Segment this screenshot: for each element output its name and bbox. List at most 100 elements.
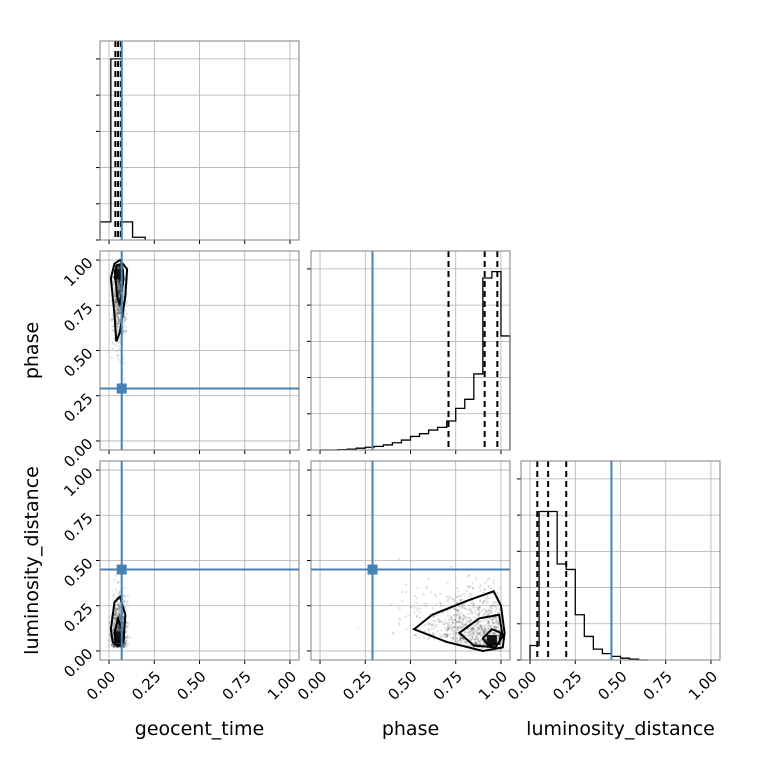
sample-point (448, 633, 452, 636)
sample-point (123, 377, 126, 380)
sample-point (485, 596, 488, 599)
sample-point (117, 624, 120, 627)
sample-point (117, 290, 120, 293)
sample-point (116, 311, 119, 314)
sample-point (498, 649, 501, 652)
sample-point (476, 632, 479, 635)
sample-point (496, 603, 499, 606)
sample-point (118, 265, 121, 268)
sample-point (476, 642, 479, 645)
sample-point (481, 634, 484, 638)
sample-point (486, 619, 489, 622)
sample-point (479, 640, 482, 643)
sample-point (483, 628, 486, 631)
sample-point (468, 609, 471, 612)
sample-point (127, 625, 130, 629)
sample-point (475, 612, 478, 615)
sample-point (124, 318, 127, 322)
sample-point (475, 630, 478, 633)
sample-point (498, 628, 502, 631)
sample-point (445, 622, 448, 625)
sample-point (117, 327, 120, 330)
sample-point (465, 589, 468, 592)
sample-point (112, 282, 115, 286)
sample-point (482, 629, 486, 632)
sample-point (113, 613, 117, 617)
sample-point (476, 631, 479, 634)
sample-point (459, 626, 462, 629)
sample-point (437, 618, 440, 621)
sample-point (475, 622, 478, 625)
sample-point (118, 279, 121, 283)
sample-point (399, 618, 402, 621)
y-tick-label: 1.00 (60, 464, 96, 500)
sample-point (118, 266, 121, 269)
sample-point (453, 613, 456, 616)
sample-point (119, 308, 122, 311)
sample-point (498, 587, 501, 590)
sample-point (432, 622, 435, 625)
sample-point (458, 624, 461, 628)
sample-point (114, 618, 117, 621)
sample-point (117, 280, 121, 283)
sample-point (475, 633, 478, 636)
sample-point (492, 582, 495, 585)
sample-point (491, 630, 494, 634)
sample-point (115, 313, 118, 316)
sample-point (480, 620, 483, 623)
sample-point (477, 632, 480, 635)
sample-point (117, 608, 121, 612)
sample-point (493, 626, 496, 629)
sample-point (405, 590, 408, 594)
sample-point (118, 308, 121, 311)
sample-point (485, 617, 488, 620)
sample-point (117, 604, 120, 607)
truth-marker (116, 564, 127, 575)
sample-point (123, 286, 126, 289)
sample-point (122, 289, 126, 292)
sample-point (118, 627, 121, 631)
sample-point (447, 614, 450, 618)
sample-point (455, 609, 458, 612)
sample-point (118, 283, 122, 286)
sample-point (122, 644, 125, 647)
sample-point (122, 645, 126, 648)
sample-point (112, 622, 116, 625)
sample-point (112, 598, 115, 601)
sample-point (122, 295, 125, 298)
sample-point (471, 587, 475, 590)
panel-frame-luminosity_distance_vs_geocent_time (99, 460, 300, 661)
sample-point (465, 641, 468, 644)
sample-point (114, 300, 117, 303)
sample-point (463, 624, 467, 627)
y-tick-label: 0.75 (60, 299, 96, 335)
sample-point (416, 607, 419, 610)
sample-point (486, 614, 489, 617)
sample-point (110, 317, 114, 320)
sample-point (447, 628, 450, 631)
sample-point (497, 621, 500, 624)
sample-point (495, 607, 498, 610)
sample-point (456, 609, 459, 612)
sample-point (470, 602, 473, 605)
y-tick-label: 1.00 (60, 254, 96, 290)
sample-point (118, 266, 121, 269)
sample-point (123, 601, 126, 604)
sample-point (118, 307, 122, 311)
sample-point (446, 634, 450, 637)
sample-point (477, 614, 480, 617)
sample-point (113, 337, 116, 340)
sample-point (125, 639, 128, 642)
sample-point (117, 626, 120, 629)
sample-point (118, 592, 121, 595)
sample-point (473, 631, 476, 634)
sample-point (467, 574, 470, 577)
sample-point (110, 644, 113, 647)
sample-point (461, 637, 464, 640)
sample-point (464, 617, 467, 621)
sample-point (116, 303, 119, 306)
sample-point (127, 622, 130, 625)
sample-point (114, 298, 117, 301)
sample-point (449, 596, 452, 599)
x-tick-label: 0.00 (294, 668, 330, 704)
